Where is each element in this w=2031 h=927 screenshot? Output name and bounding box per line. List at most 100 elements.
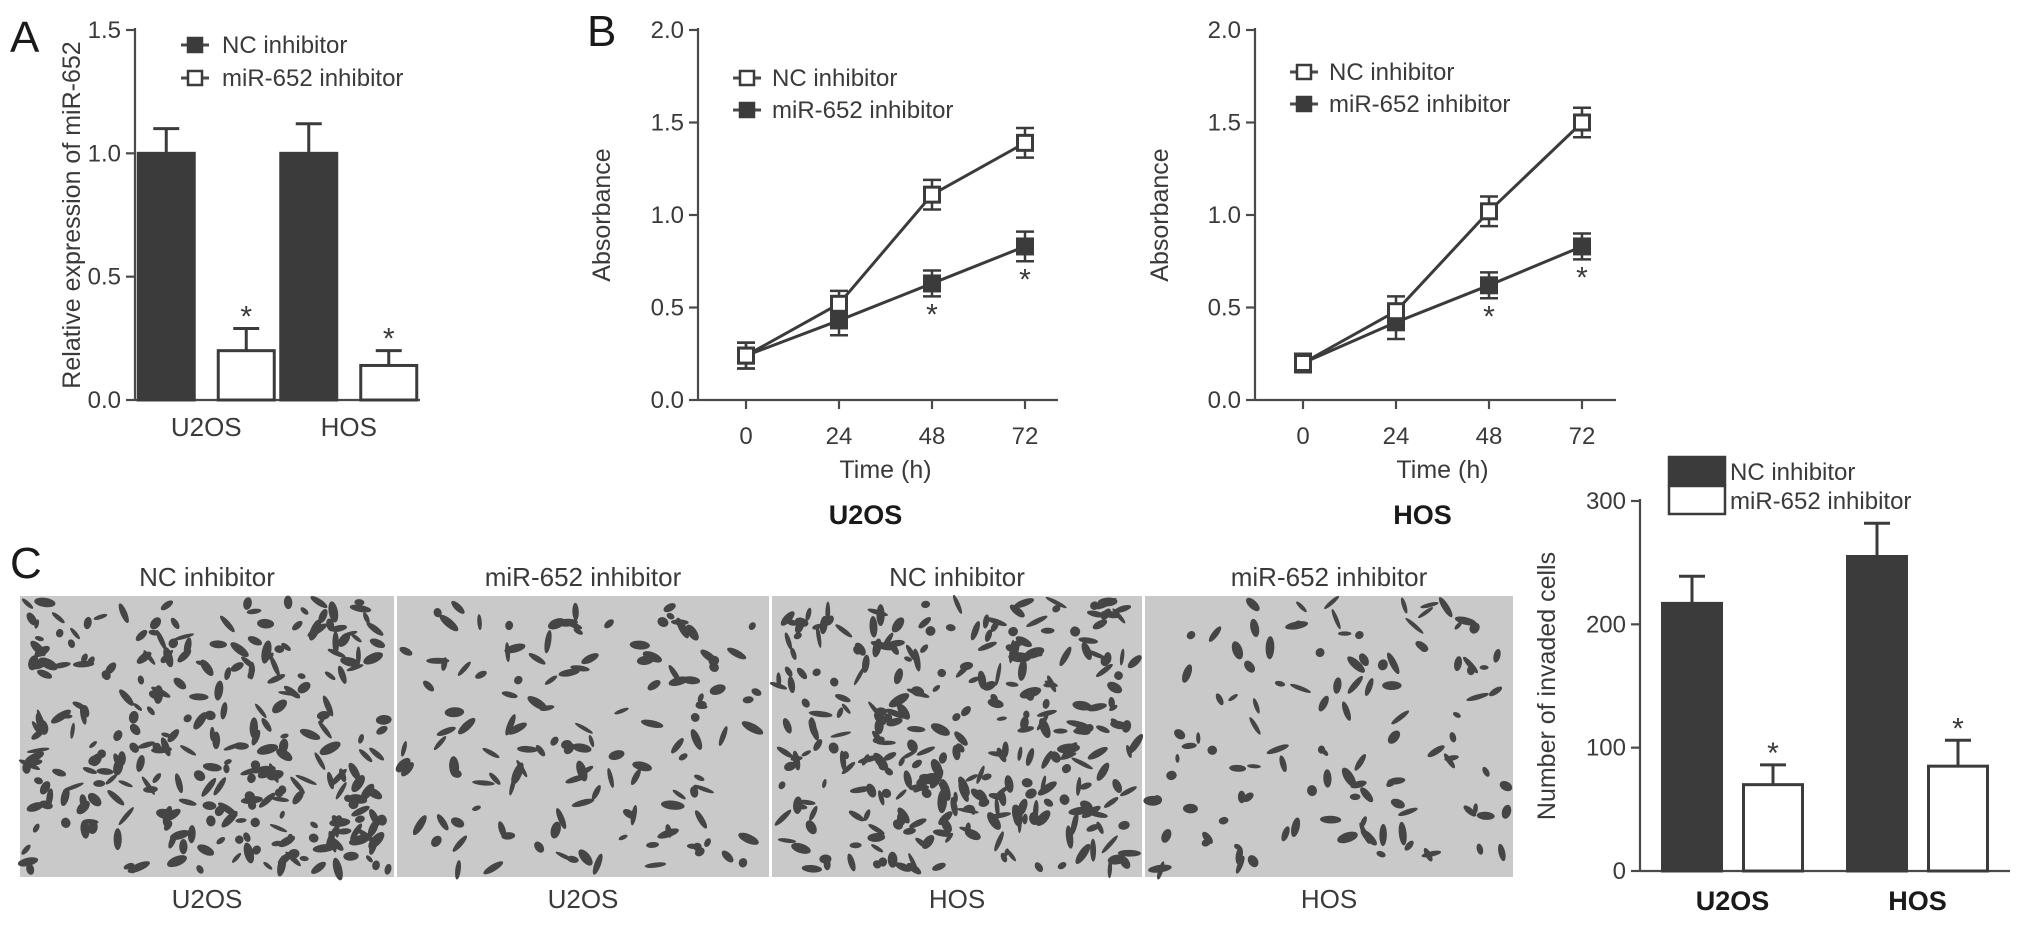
stained-cell bbox=[1341, 767, 1357, 788]
chart-title: HOS bbox=[1393, 500, 1452, 530]
stained-cell bbox=[477, 614, 482, 631]
stained-cell bbox=[1387, 730, 1401, 744]
stained-cell bbox=[1281, 826, 1290, 842]
stained-cell bbox=[230, 642, 249, 658]
micrograph-caption: HOS bbox=[929, 884, 985, 914]
stained-cell bbox=[1148, 864, 1172, 873]
stained-cell bbox=[143, 786, 158, 793]
stained-cell bbox=[1252, 698, 1260, 714]
stained-cell bbox=[173, 677, 187, 690]
stained-cell bbox=[955, 743, 965, 753]
stained-cell bbox=[777, 838, 797, 843]
stained-cell bbox=[267, 652, 274, 660]
stained-cell bbox=[163, 820, 173, 831]
stained-cell bbox=[161, 732, 171, 738]
stained-cell bbox=[177, 648, 192, 663]
data-point bbox=[830, 294, 848, 313]
stained-cell bbox=[921, 788, 932, 799]
stained-cell bbox=[504, 643, 526, 654]
stained-cell bbox=[555, 851, 575, 862]
stained-cell bbox=[849, 842, 862, 849]
stained-cell bbox=[647, 679, 661, 691]
stained-cell bbox=[565, 774, 587, 784]
stained-cell bbox=[1247, 855, 1259, 868]
stained-cell bbox=[907, 726, 926, 733]
stained-cell bbox=[1347, 656, 1365, 673]
stained-cell bbox=[1479, 665, 1489, 670]
stained-cell bbox=[202, 762, 222, 772]
chart-b-hos-absorbance: 0.0 0.5 1.0 1.5 2.0 Absorbance 0 24 48 72 Time (h)… bbox=[1146, 17, 1616, 530]
stained-cell bbox=[812, 623, 823, 630]
stained-cell bbox=[791, 842, 811, 854]
stained-cell bbox=[1364, 678, 1374, 696]
stained-cell bbox=[1208, 626, 1222, 642]
stained-cell bbox=[204, 710, 216, 721]
stained-cell bbox=[870, 640, 894, 651]
stained-cell bbox=[17, 857, 39, 867]
stained-cell bbox=[579, 765, 594, 776]
stained-cell bbox=[455, 860, 461, 880]
stained-cell bbox=[883, 752, 897, 761]
stained-cell bbox=[363, 612, 370, 624]
bar-nc bbox=[136, 151, 196, 402]
chart-b-u2os-absorbance: 0.0 0.5 1.0 1.5 2.0 Absorbance 0 24 48 72 Time (h)… bbox=[588, 17, 1058, 530]
stained-cell bbox=[1070, 812, 1079, 836]
stained-cell bbox=[93, 780, 106, 787]
stained-cell bbox=[209, 640, 227, 649]
stained-cell bbox=[869, 615, 878, 638]
stained-cell bbox=[581, 653, 599, 665]
stained-cell bbox=[200, 659, 214, 677]
stained-cell bbox=[665, 824, 672, 838]
stained-cell bbox=[742, 696, 754, 704]
stained-cell bbox=[163, 647, 174, 668]
stained-cell bbox=[318, 609, 328, 624]
stained-cell bbox=[1025, 788, 1037, 799]
stained-cell bbox=[60, 787, 70, 807]
stained-cell bbox=[1024, 647, 1045, 659]
stained-cell bbox=[1279, 755, 1287, 773]
x-category-label: HOS bbox=[1888, 886, 1947, 916]
stained-cell bbox=[778, 781, 786, 790]
stained-cell bbox=[21, 598, 34, 609]
stained-cell bbox=[676, 617, 689, 639]
stained-cell bbox=[243, 597, 252, 610]
stained-cell bbox=[1476, 843, 1484, 855]
stained-cell bbox=[830, 677, 839, 687]
stained-cell bbox=[1498, 843, 1506, 862]
stained-cell bbox=[709, 662, 719, 673]
stained-cell bbox=[34, 777, 43, 785]
stained-cell bbox=[1085, 649, 1107, 660]
stained-cell bbox=[958, 782, 969, 802]
stained-cell bbox=[1057, 862, 1067, 870]
stained-cell bbox=[801, 864, 823, 873]
x-tick-label: 0 bbox=[739, 423, 752, 450]
stained-cell bbox=[952, 713, 961, 722]
y-axis-label: Number of invaded cells bbox=[1533, 552, 1561, 820]
stained-cell bbox=[267, 673, 286, 684]
stained-cell bbox=[261, 717, 272, 732]
stained-cell bbox=[548, 618, 565, 630]
stained-cell bbox=[793, 632, 802, 640]
stained-cell bbox=[297, 673, 306, 679]
stained-cell bbox=[932, 684, 941, 692]
significance-marker: * bbox=[1576, 261, 1588, 294]
stained-cell bbox=[1215, 693, 1224, 706]
stained-cell bbox=[436, 814, 449, 831]
stained-cell bbox=[1112, 779, 1123, 793]
stained-cell bbox=[214, 805, 225, 817]
significance-marker: * bbox=[383, 323, 395, 356]
stained-cell bbox=[1004, 775, 1014, 793]
stained-cell bbox=[319, 741, 341, 756]
stained-cell bbox=[644, 862, 667, 868]
stained-cell bbox=[1319, 815, 1342, 824]
stained-cell bbox=[351, 805, 370, 817]
stained-cell bbox=[343, 851, 359, 861]
stained-cell bbox=[1090, 601, 1100, 610]
stained-cell bbox=[401, 762, 414, 777]
stained-cell bbox=[796, 667, 808, 680]
stained-cell bbox=[458, 717, 476, 735]
stained-cell bbox=[89, 741, 97, 749]
stained-cell bbox=[1009, 639, 1015, 664]
stained-cell bbox=[263, 861, 273, 870]
stained-cell bbox=[1377, 659, 1388, 671]
